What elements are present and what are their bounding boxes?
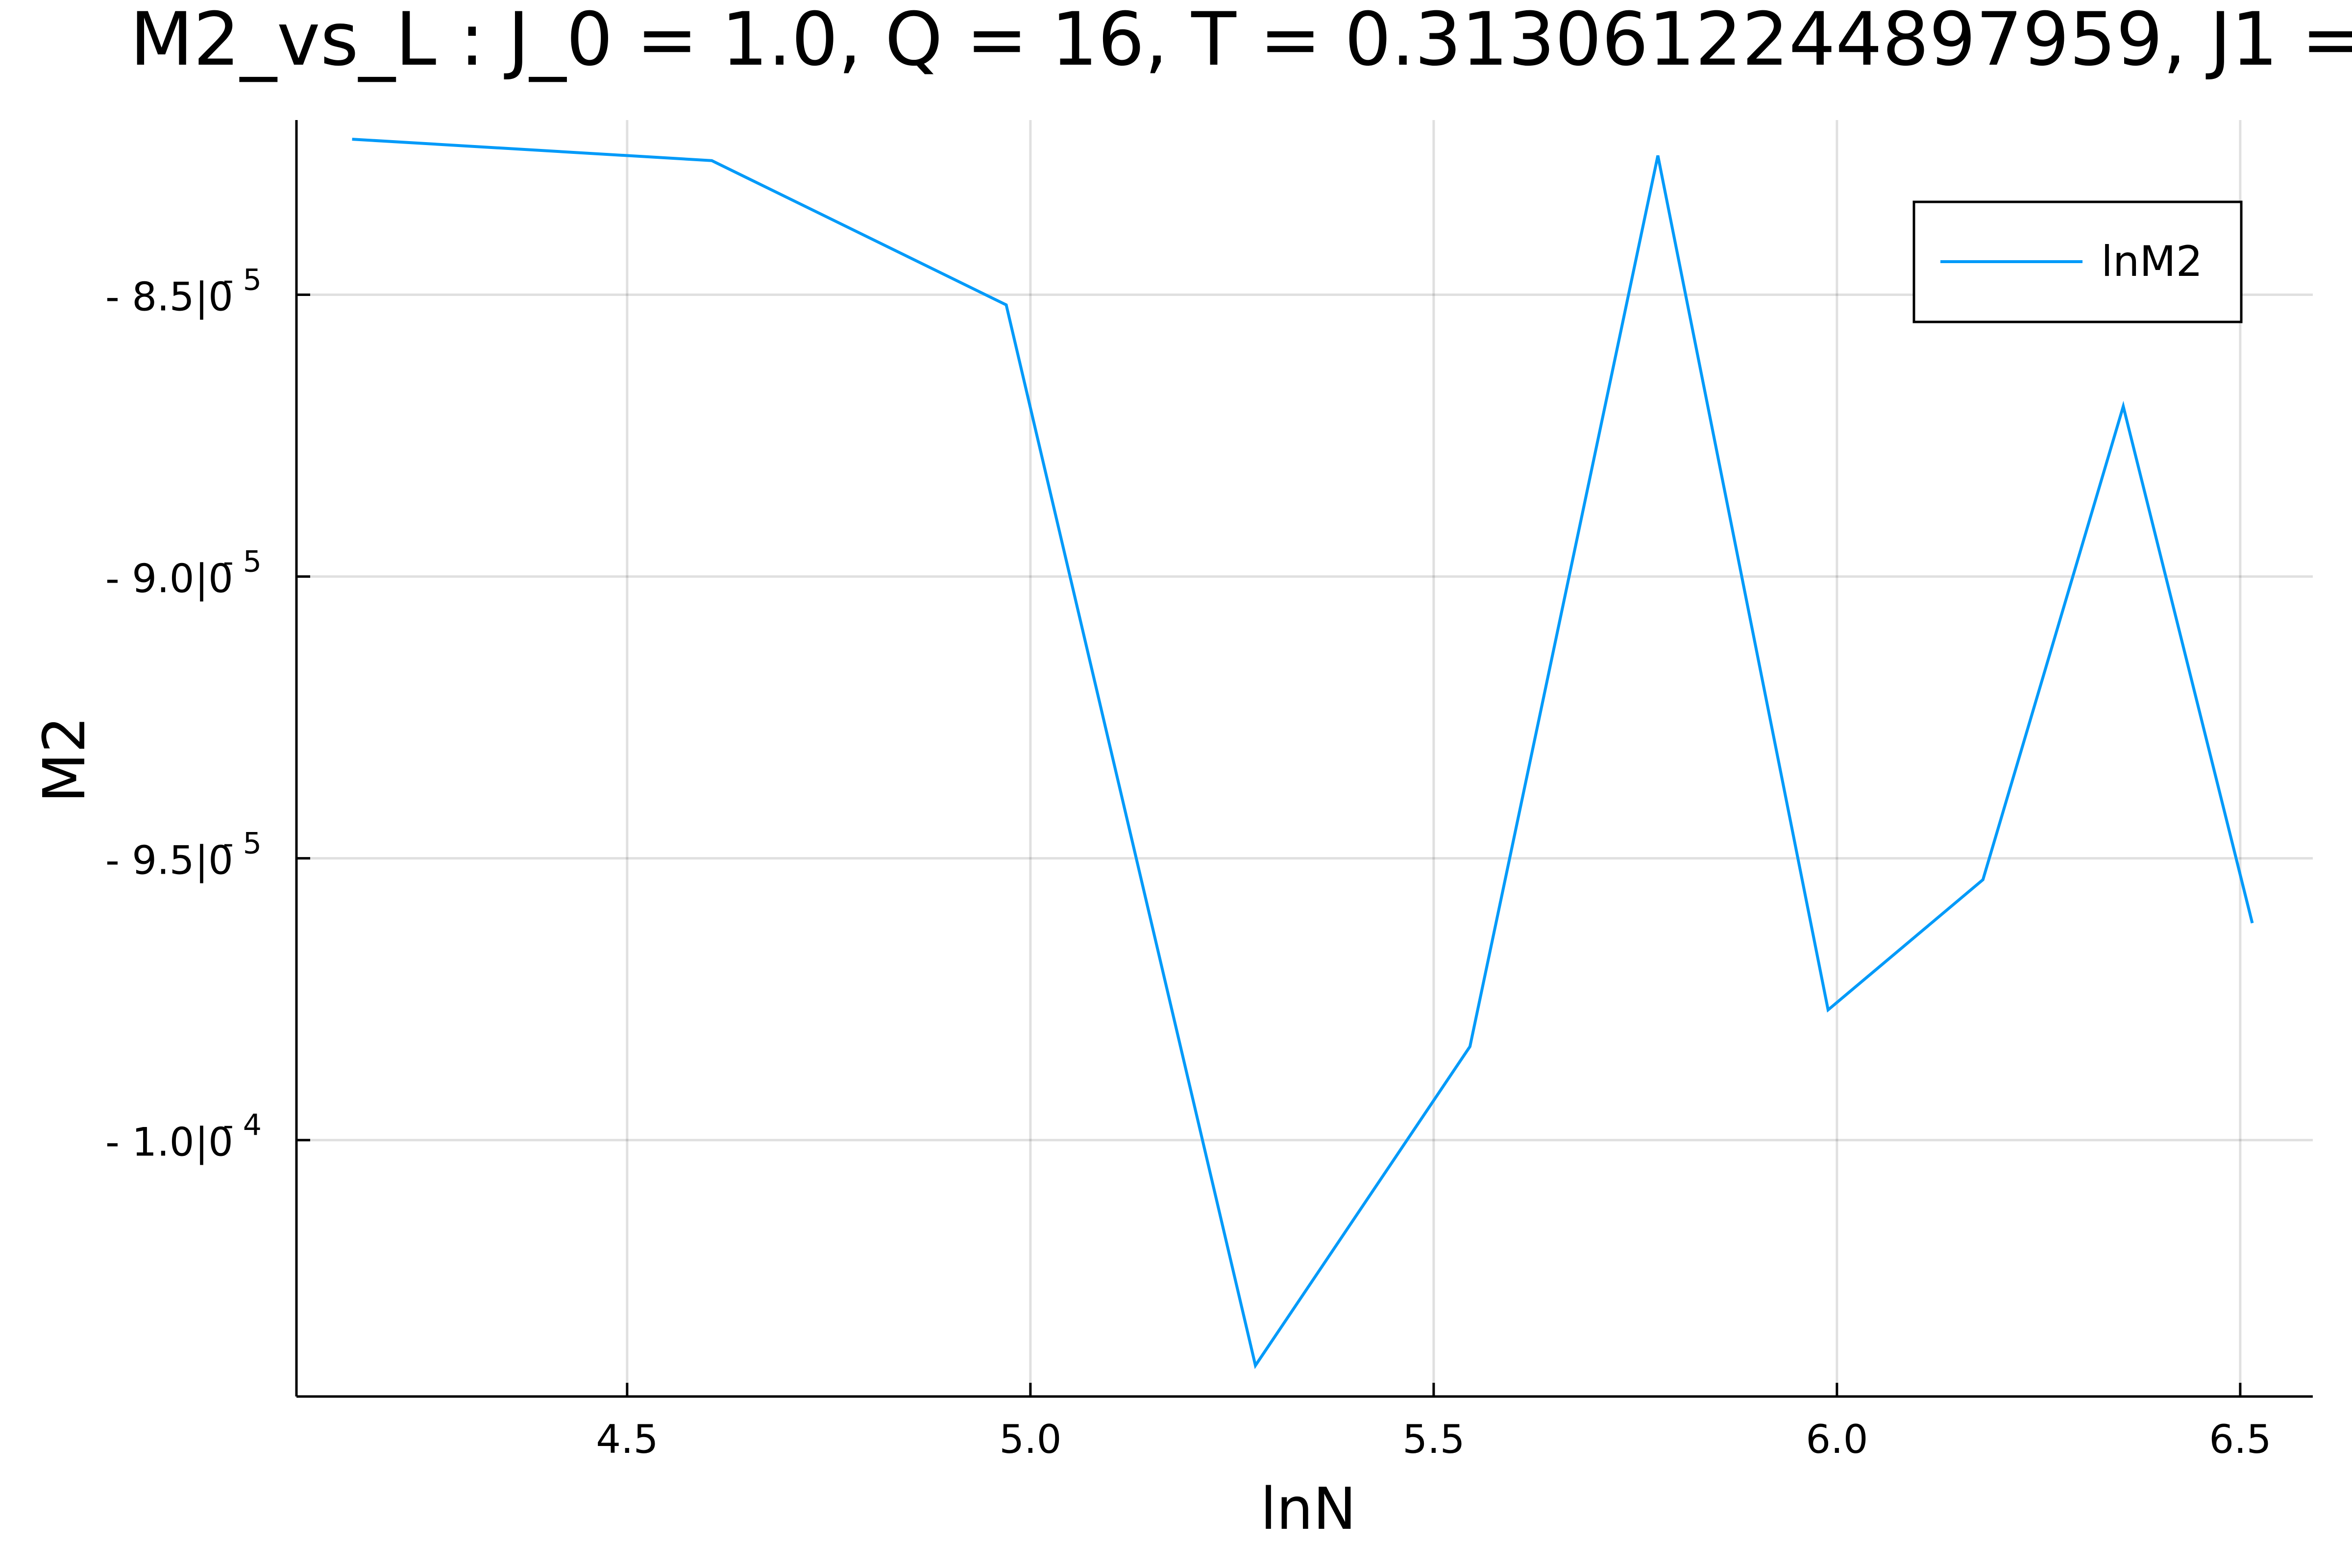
x-tick-label: 6.5 [2209,1417,2271,1462]
y-tick-times: |0 [195,1120,233,1166]
y-tick-times: |0 [195,838,233,884]
y-tick-mantissa: - 9.0 [105,556,195,602]
legend: lnM2 [1912,200,2243,323]
y-tick-mantissa: - 9.5 [105,838,195,883]
y-tick-times: |0 [195,556,233,602]
y-tick-exponent: - 5 [223,827,262,861]
y-tick-mantissa: - 8.5 [105,274,195,320]
y-axis-ticks: - 8.5 |0- 5- 9.0 |0- 5- 9.5 |0- 5- 1.0 |0- 4 [105,263,310,1166]
axes [295,120,2313,1398]
x-tick-label: 6.0 [1806,1417,1868,1462]
x-tick-label: 5.0 [999,1417,1061,1462]
y-tick-exponent: - 5 [223,263,262,297]
chart-title: M2_vs_L : J_0 = 1.0, Q = 16, T = 0.31306… [130,0,2352,82]
y-tick-mantissa: - 1.0 [105,1120,195,1165]
x-tick-label: 5.5 [1402,1417,1465,1462]
series-line-lnM2 [352,138,2254,1370]
legend-label: lnM2 [2101,237,2203,286]
y-tick-times: |0 [195,274,233,320]
x-axis-ticks: 4.5 5.0 5.5 6.0 6.5 [596,1383,2271,1462]
series-layer [352,138,2254,1370]
x-axis-label: lnN [1260,1475,1356,1543]
y-axis-label: M2 [30,716,98,803]
y-tick-exponent: - 4 [223,1108,262,1143]
y-tick-exponent: - 5 [223,545,262,579]
x-tick-label: 4.5 [596,1417,658,1462]
